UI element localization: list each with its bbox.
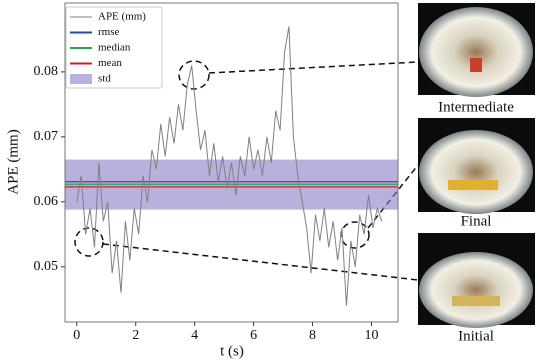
legend-box (65, 6, 163, 89)
x-tick-label: 6 (250, 328, 257, 343)
callout-line (208, 61, 419, 74)
legend-label: mean (98, 57, 122, 69)
y-tick-label: 0.05 (34, 259, 59, 274)
callout-ellipse (74, 227, 104, 257)
image-detail (470, 58, 482, 72)
y-tick-label: 0.06 (34, 194, 59, 209)
y-tick-label: 0.07 (34, 129, 59, 144)
legend-swatch (70, 74, 92, 84)
ape-line (76, 26, 383, 306)
x-tick-label: 4 (191, 328, 198, 343)
image-label: Final (461, 213, 492, 229)
image-label: Initial (458, 328, 494, 344)
image-label: Intermediate (438, 99, 514, 115)
y-axis-label: APE (mm) (5, 129, 21, 194)
legend-label: rmse (98, 26, 120, 38)
fisheye-image (419, 252, 533, 328)
x-tick-label: 2 (132, 328, 139, 343)
x-tick-label: 8 (309, 328, 316, 343)
x-tick-label: 0 (73, 328, 80, 343)
legend: APE (mm) rmse median mean std (65, 6, 163, 89)
x-axis-label: t (s) (220, 343, 244, 359)
images (418, 3, 535, 328)
x-tick-label: 10 (364, 328, 378, 343)
legend-label: APE (mm) (98, 11, 146, 23)
fisheye-image (419, 130, 533, 214)
fisheye-image (419, 7, 533, 97)
legend-label: std (98, 73, 111, 85)
plot-frame (64, 2, 399, 323)
callout-line (102, 243, 419, 281)
image-detail (448, 180, 498, 190)
image-detail (452, 296, 500, 306)
y-tick-label: 0.08 (34, 64, 59, 79)
legend-label: median (98, 42, 131, 54)
